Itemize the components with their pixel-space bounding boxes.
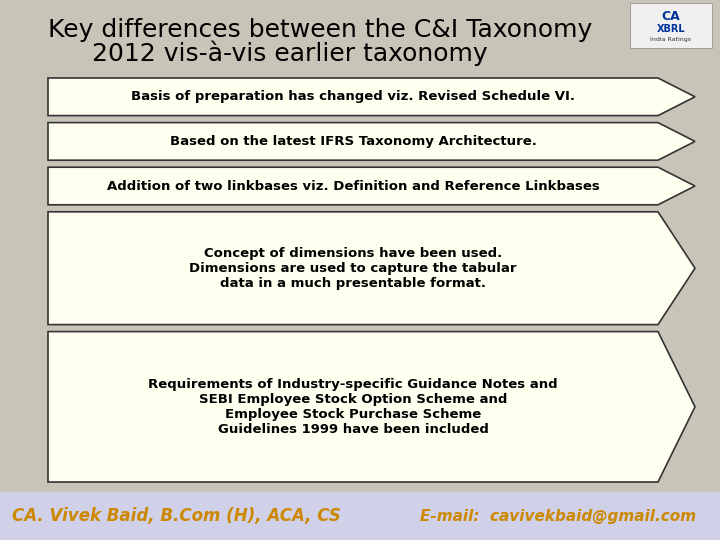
Text: CA: CA [662, 10, 680, 23]
Text: XBRL: XBRL [657, 24, 685, 34]
Bar [0, 492, 720, 540]
Polygon shape [48, 78, 695, 116]
Text: CA. Vivek Baid, B.Com (H), ACA, CS: CA. Vivek Baid, B.Com (H), ACA, CS [12, 507, 341, 525]
Text: Basis of preparation has changed viz. Revised Schedule VI.: Basis of preparation has changed viz. Re… [131, 90, 575, 103]
Polygon shape [48, 212, 695, 325]
Text: 2012 vis-à-vis earlier taxonomy: 2012 vis-à-vis earlier taxonomy [92, 40, 488, 66]
Text: Requirements of Industry-specific Guidance Notes and
SEBI Employee Stock Option : Requirements of Industry-specific Guidan… [148, 378, 558, 436]
Bar [630, 3, 712, 48]
Text: E-mail:  cavivekbaid@gmail.com: E-mail: cavivekbaid@gmail.com [420, 509, 696, 523]
Polygon shape [48, 167, 695, 205]
Polygon shape [48, 123, 695, 160]
Text: Addition of two linkbases viz. Definition and Reference Linkbases: Addition of two linkbases viz. Definitio… [107, 179, 599, 192]
Text: India Ratings: India Ratings [650, 37, 691, 43]
Text: Key differences between the C&I Taxonomy: Key differences between the C&I Taxonomy [48, 18, 592, 42]
Text: Based on the latest IFRS Taxonomy Architecture.: Based on the latest IFRS Taxonomy Archit… [170, 135, 536, 148]
Text: Concept of dimensions have been used.
Dimensions are used to capture the tabular: Concept of dimensions have been used. Di… [189, 247, 517, 289]
Polygon shape [48, 332, 695, 482]
